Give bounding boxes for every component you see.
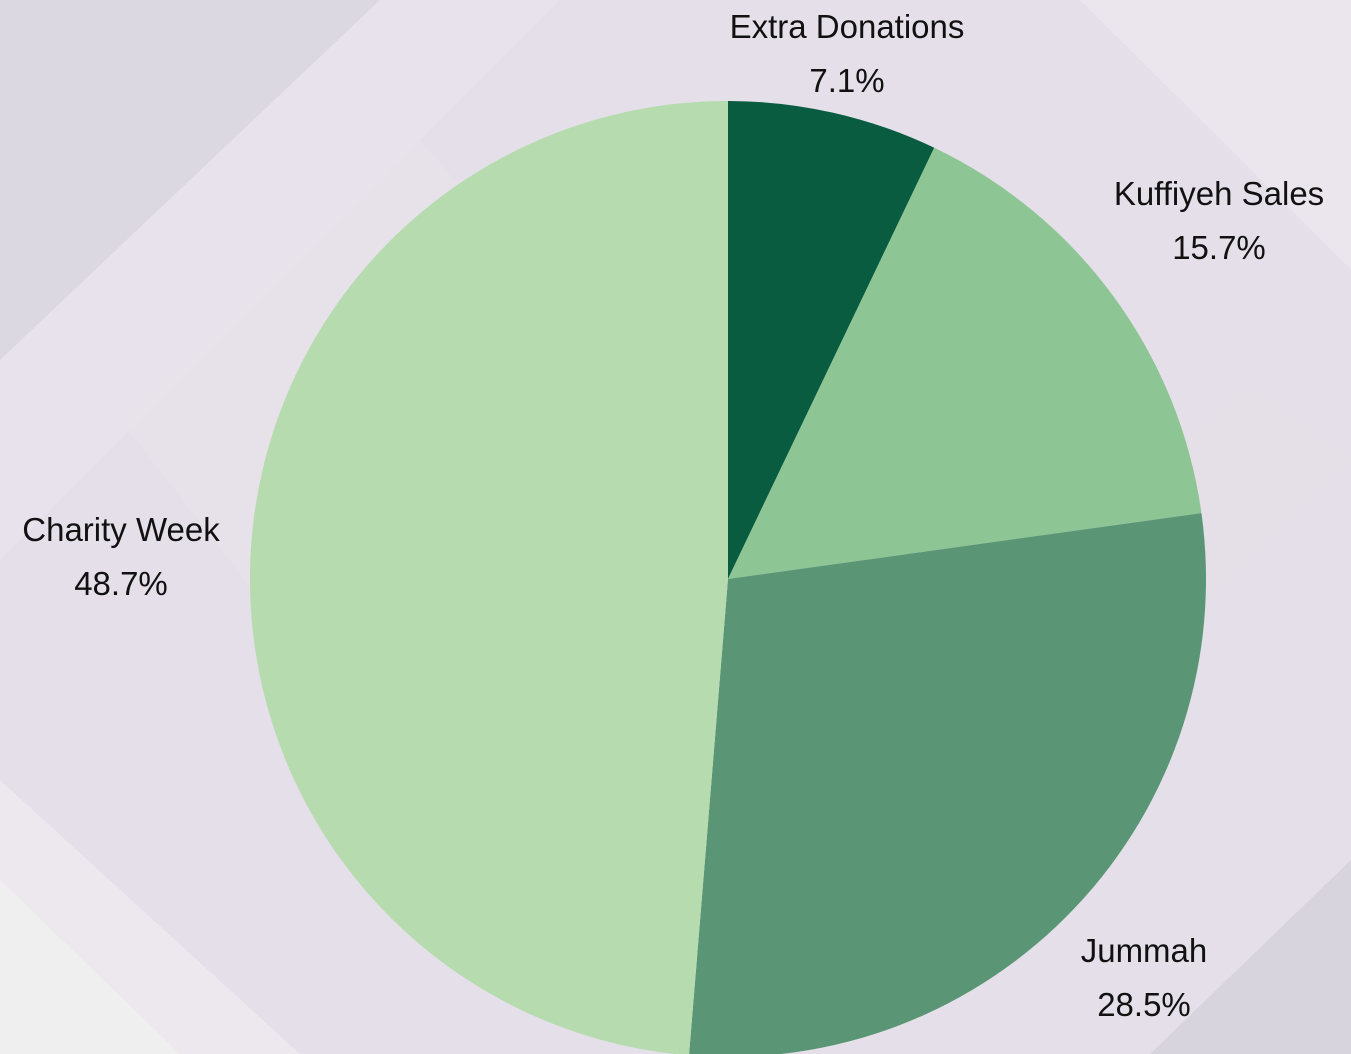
slice-percent-label: 15.7% [1172, 229, 1266, 266]
pie-slices [250, 101, 1206, 1054]
slice-label: Kuffiyeh Sales [1114, 175, 1324, 212]
slice-label: Jummah [1081, 932, 1208, 969]
pie-slice-jummah [689, 513, 1206, 1054]
slice-label: Charity Week [22, 511, 220, 548]
pie-labels: Extra Donations 7.1% Kuffiyeh Sales 15.7% Ju… [22, 8, 1324, 1023]
slice-percent-label: 7.1% [809, 62, 884, 99]
pie-slice-extra-donations [728, 101, 935, 579]
slice-percent-label: 28.5% [1097, 986, 1191, 1023]
pie-slice-kuffiyeh-sales [728, 147, 1202, 579]
pie-slice-charity-week [250, 101, 728, 1054]
slice-label: Extra Donations [730, 8, 965, 45]
slice-percent-label: 48.7% [74, 565, 168, 602]
